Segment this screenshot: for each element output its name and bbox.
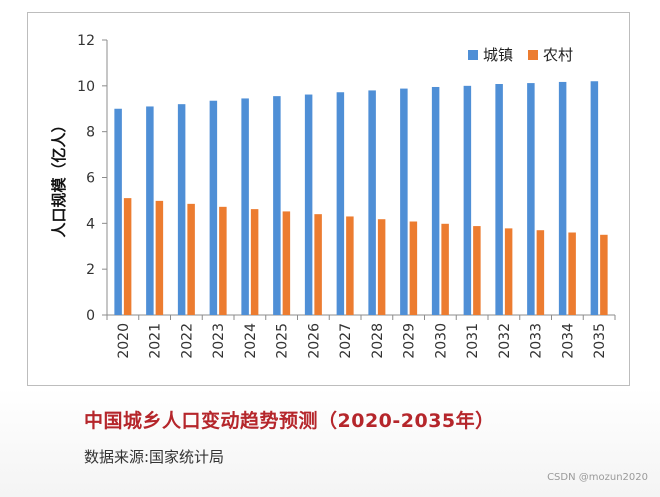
tick-labels: 0 2 4 6 8 10 12 人口规模（亿人） 2020 2021 2022 2023 2024 202… <box>50 33 608 359</box>
legend: 城镇 农村 <box>468 46 573 64</box>
bar-农村-2032 <box>504 228 513 315</box>
bar-chart: 0 2 4 6 8 10 12 人口规模（亿人） 2020 2021 2022 2023 2024 202… <box>50 33 616 359</box>
bar-城镇-2033 <box>527 83 535 315</box>
watermark: CSDN @mozun2020 <box>547 472 648 483</box>
bar-城镇-2030 <box>431 86 440 316</box>
bar-农村-2035 <box>600 234 608 315</box>
x-tick-label: 2024 <box>243 323 259 359</box>
x-tick-label: 2020 <box>116 323 132 359</box>
bar-农村-2033 <box>536 230 545 315</box>
x-tick-label: 2033 <box>529 323 545 359</box>
x-tick-label: 2023 <box>211 323 227 359</box>
bar-城镇-2028 <box>368 90 376 316</box>
bar-农村-2024 <box>250 209 259 315</box>
bar-城镇-2035 <box>590 81 599 315</box>
bar-农村-2030 <box>441 223 449 315</box>
bar-城镇-2021 <box>146 106 154 315</box>
legend-label-城镇: 城镇 <box>483 46 513 64</box>
y-tick-label: 6 <box>86 171 95 187</box>
x-tick-label: 2022 <box>179 323 195 359</box>
bar-城镇-2032 <box>495 84 503 315</box>
x-tick-label: 2021 <box>148 323 164 359</box>
x-tick-label: 2027 <box>338 323 354 359</box>
x-tick-label: 2025 <box>275 323 291 359</box>
x-tick-label: 2030 <box>433 323 449 359</box>
legend-swatch-农村 <box>528 50 538 60</box>
chart-caption-title: 中国城乡人口变动趋势预测（2020-2035年） <box>84 410 495 432</box>
x-tick-label: 2034 <box>560 323 576 359</box>
data-source-note: 数据来源:国家统计局 <box>84 448 225 466</box>
bar-农村-2021 <box>155 200 164 315</box>
bar-农村-2028 <box>377 219 386 315</box>
bar-城镇-2031 <box>463 85 472 315</box>
y-tick-label: 12 <box>77 33 95 49</box>
bar-城镇-2024 <box>241 98 249 315</box>
bar-农村-2025 <box>282 211 291 315</box>
bar-农村-2034 <box>568 232 576 315</box>
bar-城镇-2026 <box>304 94 313 316</box>
bar-城镇-2023 <box>209 100 218 316</box>
y-tick-label: 4 <box>86 216 95 232</box>
bar-城镇-2034 <box>558 81 567 315</box>
bar-城镇-2022 <box>177 104 186 316</box>
y-tick-label: 8 <box>86 125 95 141</box>
chart-frame: 0 2 4 6 8 10 12 人口规模（亿人） 2020 2021 2022 2023 2024 202… <box>27 12 630 386</box>
bar-城镇-2020 <box>114 108 122 315</box>
x-tick-label: 2026 <box>306 323 322 359</box>
bar-农村-2023 <box>219 206 227 315</box>
x-tick-label: 2031 <box>465 323 481 359</box>
legend-swatch-城镇 <box>468 50 478 60</box>
x-tick-label: 2029 <box>402 323 418 359</box>
bar-城镇-2025 <box>273 96 281 315</box>
y-axis-title: 人口规模（亿人） <box>50 117 68 237</box>
x-tick-label: 2028 <box>370 323 386 359</box>
x-tick-label: 2035 <box>592 323 608 359</box>
y-tick-label: 2 <box>86 262 95 278</box>
bar-农村-2031 <box>473 226 481 315</box>
bar-城镇-2027 <box>336 92 345 315</box>
legend-label-农村: 农村 <box>543 46 573 64</box>
bar-农村-2026 <box>314 214 322 315</box>
bar-城镇-2029 <box>400 88 408 315</box>
y-tick-label: 10 <box>77 79 95 95</box>
bar-农村-2022 <box>187 203 195 315</box>
bars <box>114 81 608 316</box>
x-tick-label: 2032 <box>497 323 513 359</box>
bar-农村-2020 <box>123 198 132 315</box>
y-tick-label: 0 <box>86 308 95 324</box>
bar-农村-2029 <box>409 221 418 315</box>
bar-农村-2027 <box>346 216 354 315</box>
